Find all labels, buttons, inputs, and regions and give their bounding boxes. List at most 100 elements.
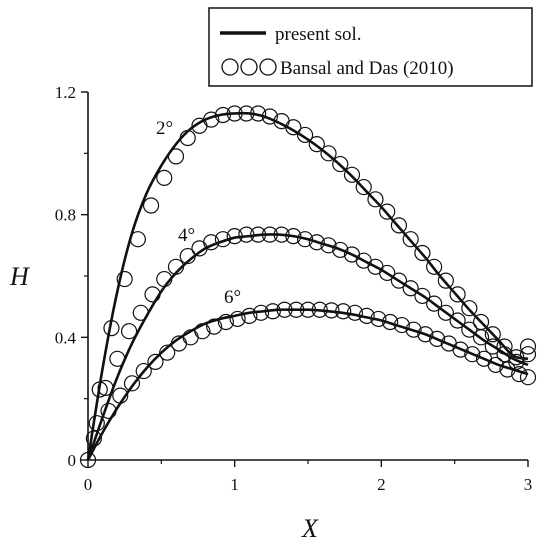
bansal-das-point — [285, 228, 302, 245]
bansal-das-point — [496, 338, 513, 355]
bansal-das-point — [214, 106, 232, 124]
bansal-das-point — [100, 402, 117, 420]
bansal-das-point — [414, 244, 431, 262]
bansal-das-point — [405, 321, 422, 338]
series-curves — [86, 111, 529, 461]
bansal-das-point — [226, 228, 243, 245]
bansal-das-point — [519, 338, 537, 355]
bansal-das-point — [472, 329, 490, 346]
bansal-das-point — [285, 119, 302, 136]
bansal-das-point — [238, 105, 255, 122]
bansal-das-point — [320, 145, 337, 162]
bansal-das-point — [308, 136, 325, 153]
bansal-das-point — [296, 231, 314, 248]
bansal-das-point — [519, 369, 537, 386]
bansal-das-point — [135, 362, 152, 380]
bansal-das-point — [299, 301, 317, 318]
bansal-das-point — [461, 321, 478, 338]
y-tick-label: 1.2 — [55, 83, 76, 102]
bansal-das-point — [452, 341, 469, 358]
bansal-das-point — [241, 307, 258, 324]
bansal-das-point — [250, 226, 267, 243]
x-tick-label: 1 — [230, 475, 239, 494]
bansal-das-point — [511, 366, 528, 383]
bansal-das-point — [346, 304, 364, 321]
bansal-das-point — [129, 231, 146, 248]
bansal-das-point — [85, 430, 102, 447]
bansal-das-point — [484, 326, 501, 343]
series-markers — [79, 105, 537, 469]
y-tick-label: 0.4 — [55, 328, 77, 347]
bansal-das-point — [214, 231, 232, 248]
bansal-das-point — [308, 234, 325, 251]
bansal-das-point — [264, 303, 281, 320]
bansal-das-point — [296, 126, 314, 144]
bansal-das-point — [276, 301, 293, 318]
bansal-das-point — [508, 349, 525, 366]
bansal-das-point — [417, 326, 434, 343]
bansal-das-point — [449, 312, 466, 329]
bansal-das-point — [159, 344, 176, 361]
bansal-das-point — [116, 270, 133, 288]
x-tick-label: 2 — [377, 475, 386, 494]
bansal-das-point — [103, 320, 120, 337]
bansal-das-point — [426, 295, 443, 312]
tick-labels: 0 1 2 3 0 0.4 0.8 1.2 — [55, 83, 533, 494]
bansal-das-point — [112, 387, 129, 404]
bansal-das-point — [402, 231, 419, 248]
bansal-das-point — [123, 375, 141, 392]
bansal-das-point — [311, 301, 328, 318]
bansal-das-point — [390, 272, 408, 289]
bansal-das-point — [179, 247, 196, 265]
bansal-das-point — [226, 105, 243, 122]
legend-circle-marker — [240, 58, 258, 76]
series-labels: 2° 4° 6° — [156, 118, 241, 308]
bansal-das-point — [147, 353, 164, 370]
bansal-das-point — [252, 304, 270, 321]
y-tick-label: 0.8 — [55, 206, 76, 225]
bansal-das-point — [250, 105, 267, 122]
bansal-das-point — [390, 217, 408, 234]
bansal-das-point — [120, 323, 138, 340]
bansal-das-point — [97, 379, 114, 397]
bansal-das-point — [379, 203, 396, 220]
bansal-das-point — [142, 197, 160, 214]
bansal-das-point — [194, 323, 211, 340]
legend-circle-marker — [259, 58, 277, 76]
series-label-6deg: 6° — [224, 287, 241, 308]
bansal-das-point — [273, 226, 290, 243]
bansal-das-point — [167, 148, 185, 165]
series-label-2deg: 2° — [156, 118, 173, 139]
bansal-das-point — [88, 415, 105, 432]
x-axis-title: X — [301, 514, 319, 543]
series-label-4deg: 4° — [178, 225, 195, 246]
y-axis-title: H — [9, 262, 30, 291]
bansal-das-point — [167, 258, 185, 275]
bansal-das-point — [343, 166, 361, 183]
bansal-das-point — [203, 234, 220, 251]
bansal-das-point — [156, 270, 173, 288]
bansal-das-point — [203, 111, 220, 128]
bansal-das-point — [382, 313, 399, 331]
bansal-das-point — [229, 310, 246, 328]
axes — [87, 92, 528, 461]
bansal-das-point — [370, 310, 387, 328]
bansal-das-point — [449, 286, 466, 303]
bansal-das-point — [358, 307, 375, 324]
bansal-das-point — [109, 350, 126, 367]
bansal-das-point — [393, 316, 410, 334]
bansal-das-point — [464, 346, 481, 363]
bansal-das-point — [414, 287, 431, 305]
bansal-das-point — [323, 302, 340, 319]
bansal-das-point — [179, 129, 196, 147]
bansal-das-point — [217, 313, 234, 331]
bansal-das-point — [496, 346, 513, 363]
bansal-das-point — [367, 191, 384, 208]
bansal-das-point — [484, 338, 501, 355]
bansal-das-point — [519, 346, 537, 363]
y-tick-label: 0 — [68, 451, 77, 470]
bansal-das-point — [261, 108, 278, 125]
tick-marks — [81, 91, 529, 467]
bansal-das-point — [335, 303, 352, 320]
